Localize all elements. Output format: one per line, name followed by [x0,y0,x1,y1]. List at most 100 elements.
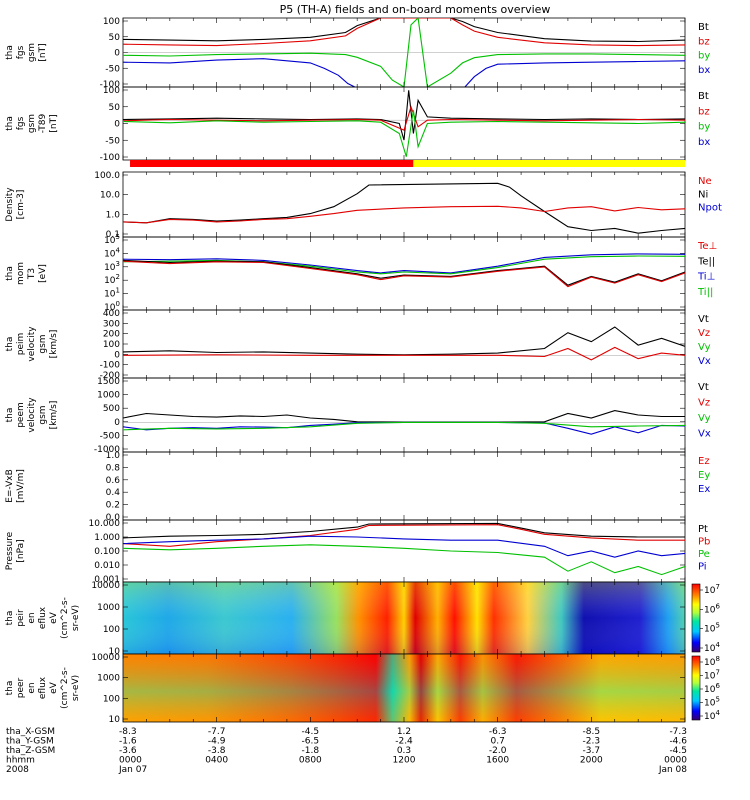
colorbar-tick-label: 108 [704,655,720,668]
y-tick-label: 10 [109,647,121,657]
y-axis-label: fgs [16,45,26,59]
y-tick-label: 0.0 [106,513,121,523]
y-tick-label: 0.6 [106,476,121,486]
y-axis-label: velocity [27,326,37,362]
time-axis-value: -3.6 [119,746,137,756]
legend-entry: Ez [698,456,710,467]
y-tick-label: 100 [103,17,120,27]
legend-entry: Vx [698,429,711,440]
y-tick-label: 1000 [97,674,120,684]
y-tick-label: -100 [100,361,121,371]
legend-entry: Npot [698,203,722,214]
spectrogram-shade [123,654,685,722]
y-axis-label: [eV] [38,264,48,283]
time-axis-value: -6.3 [489,727,507,737]
time-axis-value: 0.7 [491,737,505,747]
time-axis-value: -7.7 [208,727,226,737]
y-axis-label: en [27,612,37,623]
panel-1: 100 50 0 -50 -100 tha fgs gsm [nT] Bt bz by bx [5,17,710,90]
series-line-Te|| [123,259,685,286]
y-tick-label: -50 [105,64,120,74]
series-line-Ne [123,205,685,224]
panel-8: 10.000 1.000 0.100 0.010 0.001 Pressure [nPa] P… [5,519,710,585]
y-tick-label: -100 [100,80,121,90]
y-axis-label: Pressure [5,531,15,570]
time-axis-row-label: tha_X-GSM [6,727,55,737]
panel-frame [122,519,686,583]
legend-entry: Te|| [697,256,715,267]
colorbar [691,583,701,653]
y-tick-label: 1000 [97,391,120,401]
y-axis-label: gsm [38,334,48,353]
y-axis-label: peir [16,609,26,627]
y-tick-label: 0 [114,120,120,130]
legend-entry: Vy [698,342,711,353]
time-axis-value: 0400 [205,756,228,766]
y-axis-label: [nPa] [16,539,26,562]
y-tick-label: 101 [104,287,120,300]
y-tick-label: 1.0 [106,210,121,220]
series-group [123,90,685,157]
colorbar-tick-label: 106 [704,682,720,695]
time-axis-value: -2.4 [395,737,413,747]
y-axis-label: -T89 [38,114,48,134]
y-tick-label: 0.8 [106,463,121,473]
y-tick-label: 0.010 [94,561,120,571]
y-axis-label: E=-VxB [5,469,15,503]
legend-entry: Pb [698,537,710,548]
y-axis-label: [mV/m] [16,469,26,503]
panel-6: 1500 1000 500 0 -500 -1000 tha peem velocity gsm[… [5,377,711,455]
y-tick-label: 103 [104,260,120,273]
series-line-by [123,110,685,157]
legend-entry: Ni [698,189,708,200]
y-tick-label: 500 [103,404,120,414]
panel-frame [122,309,686,379]
y-axis-label: tha [5,266,15,281]
y-tick-label: 104 [104,246,120,259]
y-axis-label: fgs [16,116,26,130]
y-axis-label: tha [5,408,15,423]
y-axis-label: peer [16,677,26,698]
y-axis-label: T3 [27,268,37,280]
y-axis-label: tha [5,45,15,60]
y-axis-label: (cm^2-s- [60,667,70,709]
y-axis-label: [nT] [38,43,48,61]
y-axis-label: mom [16,262,26,285]
series-line-Pb [123,524,685,547]
legend-entry: Pe [698,549,710,560]
y-tick-label: 1000 [97,603,120,613]
series-group [123,522,685,576]
y-tick-label: 1.000 [94,533,120,543]
legend-entry: Ti|| [697,287,713,298]
series-line-Bt [123,90,685,141]
time-axis-value: -1.6 [119,737,137,747]
legend-entry: Ne [698,176,712,187]
y-tick-label: 0 [114,418,120,428]
y-tick-label: -1000 [94,445,120,455]
y-axis-label: en [27,682,37,693]
y-tick-label: 50 [109,33,121,43]
panel-frame [122,171,686,238]
time-axis-value: 2000 [580,756,603,766]
series-line-Vt [123,326,685,356]
y-tick-label: 0.001 [94,575,120,585]
y-tick-label: 100 [104,300,120,313]
time-axis-value: 0000 [119,756,142,766]
legend-entry: Vt [698,382,709,393]
y-axis-label: gsm [27,43,37,62]
time-axis-value: -8.5 [583,727,601,737]
series-group [123,18,685,87]
legend-entry: bz [698,106,710,117]
status-bar-segment [413,160,685,167]
series-group [123,326,685,361]
y-axis-label: gsm [38,405,48,424]
legend-entry: Te⊥ [697,241,717,252]
series-line-Pe [123,544,685,576]
y-axis-label: [km/s] [49,401,59,430]
colorbar [691,655,701,721]
time-axis-value: -6.5 [302,737,320,747]
y-tick-label: -200 [100,371,121,381]
